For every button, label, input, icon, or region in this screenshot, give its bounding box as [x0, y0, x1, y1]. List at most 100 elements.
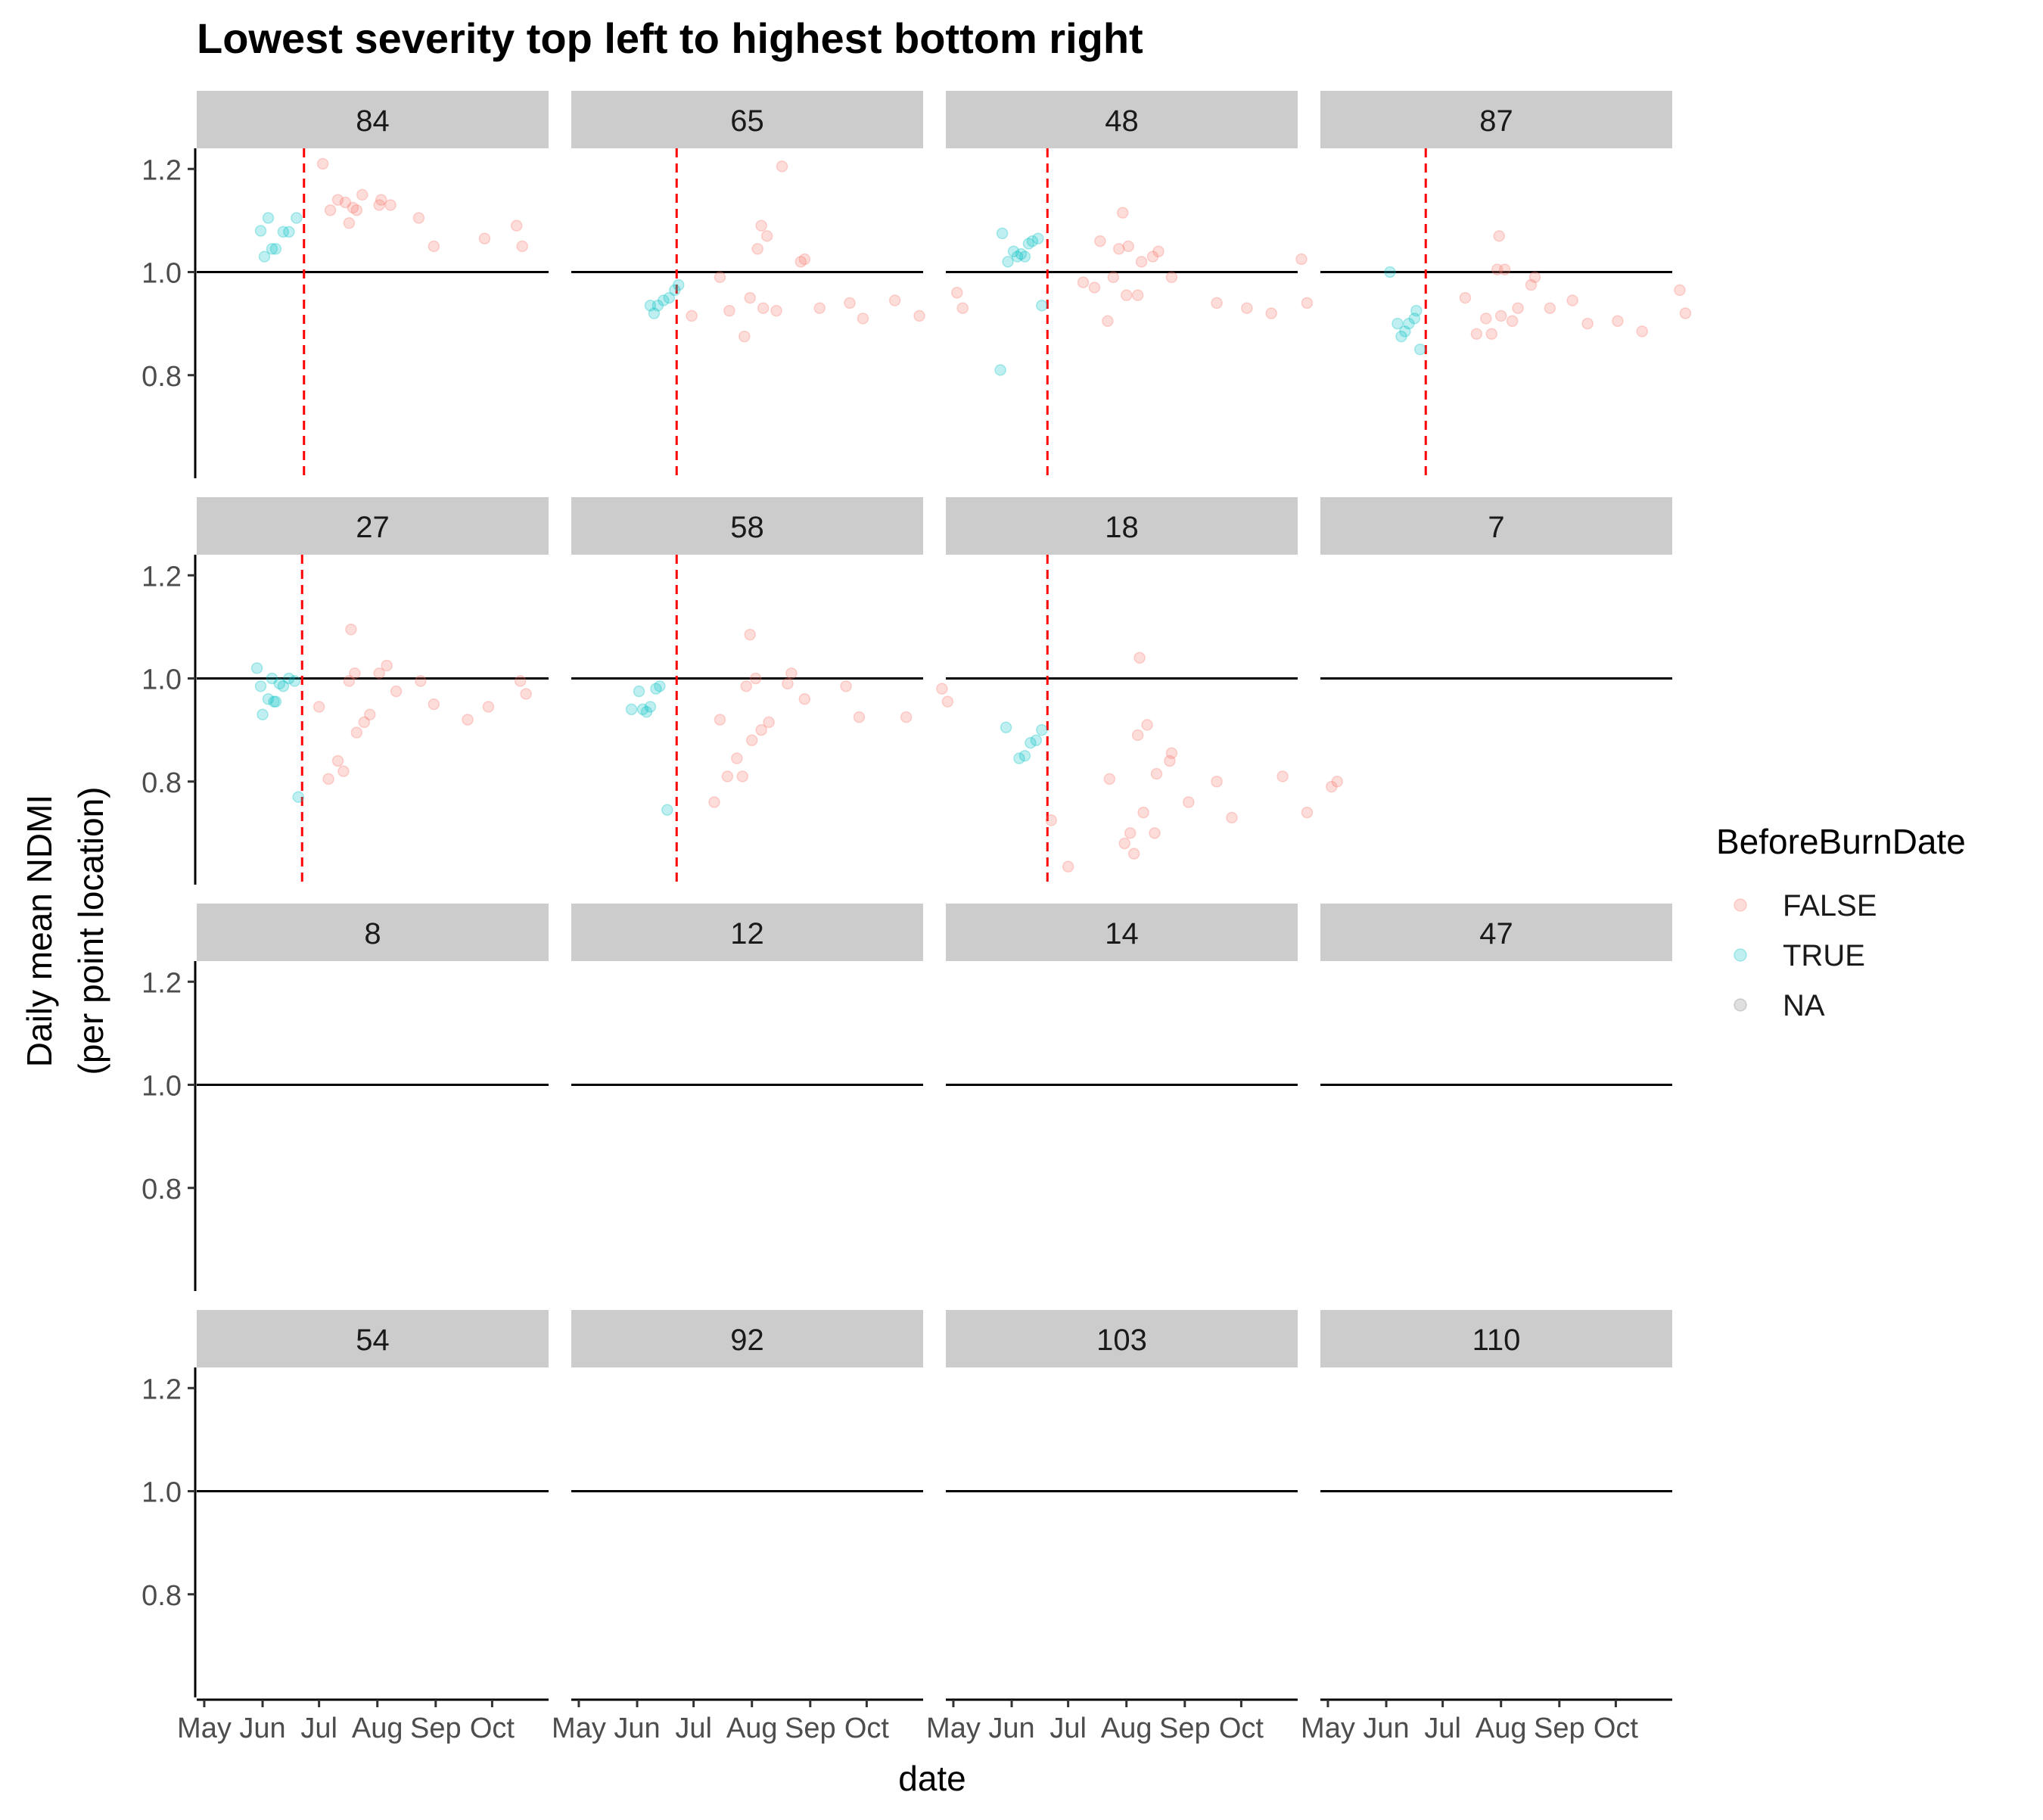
data-point-false — [1146, 250, 1159, 263]
data-point-false — [1183, 796, 1195, 808]
legend-item-true: TRUE — [1734, 939, 1865, 972]
legend: BeforeBurnDate FALSE TRUE NA — [1716, 822, 1966, 1022]
data-point-false — [1480, 313, 1492, 325]
facet-panel-48: 48 — [946, 91, 1314, 478]
x-tick-label: Sep — [1159, 1713, 1211, 1744]
legend-items: FALSE TRUE NA — [1734, 889, 1877, 1022]
data-point-false — [462, 714, 474, 726]
data-point-true — [254, 680, 267, 692]
facet-strip — [1320, 91, 1672, 148]
facet-strip — [197, 1310, 549, 1367]
x-tick-label: Jul — [1049, 1713, 1087, 1744]
data-point-false — [1566, 294, 1578, 306]
data-point-false — [331, 754, 344, 767]
facet-strip — [197, 91, 549, 148]
data-point-true — [1030, 734, 1043, 746]
legend-key — [1734, 998, 1747, 1012]
legend-title: BeforeBurnDate — [1716, 822, 1966, 861]
data-point-true — [288, 675, 301, 687]
data-point-false — [1131, 729, 1144, 742]
data-point-false — [478, 232, 491, 244]
data-point-false — [358, 716, 371, 729]
chart-title: Lowest severity top left to highest bott… — [197, 14, 1143, 62]
x-tick-label: May — [552, 1713, 606, 1744]
data-point-false — [1525, 278, 1538, 291]
data-point-false — [853, 711, 866, 723]
data-point-true — [994, 364, 1006, 376]
data-point-false — [339, 196, 352, 209]
data-point-false — [1528, 271, 1541, 284]
x-tick-label: Jul — [675, 1713, 712, 1744]
facet-strip — [946, 1310, 1298, 1367]
x-tick-label: May — [1301, 1713, 1355, 1744]
data-point-false — [428, 698, 440, 711]
y-tick-label: 0.8 — [141, 1174, 182, 1206]
data-point-false — [731, 752, 743, 764]
facet-strip-label: 12 — [730, 917, 764, 950]
x-tick-label: Oct — [844, 1713, 890, 1744]
data-point-false — [749, 672, 762, 685]
data-point-true — [644, 300, 657, 312]
data-point-false — [1276, 770, 1289, 782]
data-point-true — [1015, 247, 1028, 260]
data-point-false — [1326, 780, 1338, 793]
data-point-false — [1133, 652, 1146, 664]
data-point-true — [1007, 245, 1020, 257]
y-tick-label: 1.0 — [141, 1071, 182, 1103]
data-point-true — [1036, 723, 1048, 736]
facet-strip-label: 54 — [356, 1324, 390, 1357]
data-point-false — [373, 199, 385, 211]
data-point-true — [654, 680, 666, 692]
x-tick-label: Jul — [1424, 1713, 1461, 1744]
data-point-true — [661, 804, 673, 816]
data-point-false — [1498, 263, 1511, 275]
data-point-false — [941, 695, 954, 708]
x-tick-label: Aug — [1476, 1713, 1527, 1744]
data-point-false — [356, 188, 368, 201]
facet-strip — [946, 497, 1298, 555]
data-point-false — [813, 302, 826, 314]
data-point-true — [273, 677, 286, 690]
data-point-true — [266, 243, 278, 255]
data-point-true — [254, 225, 267, 237]
facet-strip — [197, 904, 549, 961]
data-point-false — [760, 230, 773, 242]
y-axis-title-line-1: Daily mean NDMI — [20, 795, 59, 1067]
y-tick-label: 1.2 — [141, 1374, 182, 1405]
data-point-true — [644, 701, 657, 713]
data-point-false — [313, 701, 325, 713]
facet-strip-label: 58 — [730, 511, 764, 544]
data-point-true — [262, 212, 275, 224]
data-point-false — [1470, 328, 1483, 340]
data-point-false — [1118, 837, 1130, 850]
facet-panel-14: 14 — [946, 904, 1298, 1086]
facet-strip-label: 7 — [1488, 511, 1504, 544]
data-point-false — [751, 243, 763, 255]
facet-strip — [946, 904, 1298, 961]
data-point-false — [364, 708, 376, 720]
data-point-false — [1493, 230, 1505, 242]
data-point-false — [1150, 767, 1163, 780]
data-point-false — [1679, 307, 1692, 319]
legend-label: FALSE — [1783, 889, 1877, 922]
y-axis-title: Daily mean NDMI (per point location) — [20, 787, 110, 1075]
x-tick-label: Aug — [1101, 1713, 1152, 1744]
legend-label: TRUE — [1783, 939, 1865, 972]
facet-strip-label: 65 — [730, 104, 764, 138]
facet-strip-label: 47 — [1479, 917, 1513, 950]
data-point-true — [650, 683, 662, 695]
data-point-false — [1149, 827, 1161, 839]
data-point-false — [510, 219, 523, 232]
y-tick-label: 1.0 — [141, 664, 182, 696]
legend-item-false: FALSE — [1734, 889, 1877, 922]
data-point-false — [1120, 289, 1133, 301]
data-point-false — [1491, 263, 1503, 275]
data-point-true — [1395, 330, 1407, 343]
data-point-false — [1494, 310, 1507, 322]
data-point-true — [640, 706, 653, 718]
data-point-false — [708, 796, 720, 808]
facet-panels: 84 0.8 1.0 1.2 65 48 87 27 0.8 1.0 1.2 58 18 7 8 0.8 1.0… — [141, 91, 1692, 1744]
y-tick-label: 0.8 — [141, 767, 182, 799]
data-point-true — [625, 703, 638, 716]
data-point-false — [798, 253, 811, 266]
